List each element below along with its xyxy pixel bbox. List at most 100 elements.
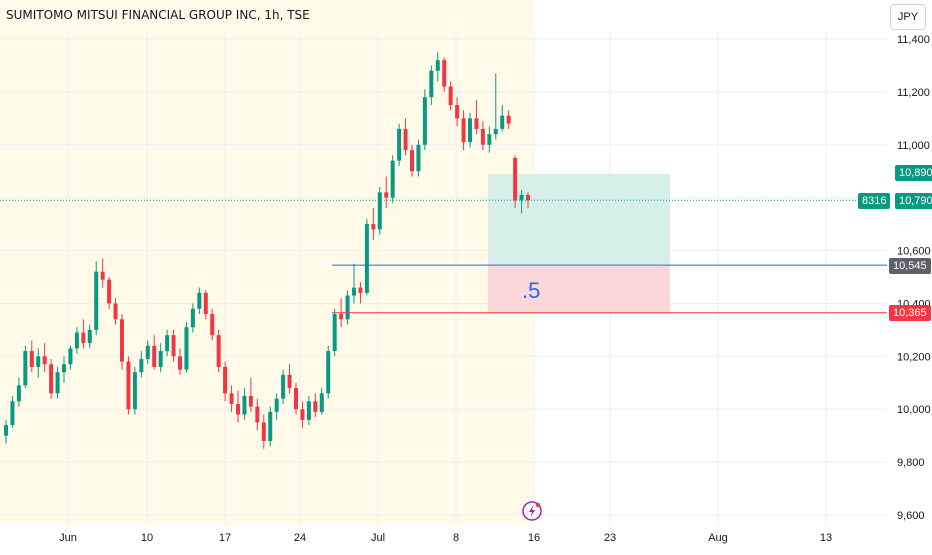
candle-body — [23, 351, 28, 386]
candle-body — [474, 118, 479, 129]
candle-body — [120, 319, 124, 362]
session-shade — [0, 0, 533, 525]
candle-body — [94, 271, 99, 330]
candle-body — [461, 118, 466, 143]
candle-body — [500, 115, 505, 129]
candle-body — [397, 128, 402, 161]
candle-body — [448, 86, 453, 106]
candle-body — [216, 335, 221, 367]
candle-body — [364, 224, 369, 293]
candle-body — [126, 361, 131, 410]
candle-body — [42, 356, 47, 365]
candle-body — [403, 128, 408, 151]
candle-body — [165, 335, 170, 352]
candle-body — [435, 60, 440, 71]
candle-body — [429, 70, 434, 98]
x-tick-label: Aug — [708, 532, 728, 544]
candle-body — [190, 308, 195, 328]
y-tick-label: 10,600 — [897, 246, 931, 258]
candle-body — [281, 374, 286, 399]
stop-zone — [488, 265, 670, 313]
candle-body — [493, 128, 498, 135]
candle-body — [210, 314, 215, 336]
candle-body — [416, 144, 421, 172]
target-price-tag: 10,890 — [895, 165, 932, 181]
x-tick-label: 10 — [141, 532, 153, 544]
candle-body — [29, 351, 34, 367]
x-tick-label: Jun — [59, 532, 77, 544]
y-tick-label: 9,800 — [897, 457, 925, 469]
y-tick-label: 11,200 — [897, 87, 930, 99]
candle-body — [326, 351, 331, 394]
level-lines — [0, 199, 887, 314]
candle-body — [455, 105, 460, 119]
candle-body — [49, 364, 54, 394]
candle-body — [145, 345, 150, 359]
candles — [4, 52, 530, 449]
candle-body — [313, 401, 318, 412]
candle-body — [100, 271, 105, 280]
x-tick-label: 16 — [528, 532, 540, 544]
candle-body — [171, 335, 176, 357]
candle-body — [513, 158, 518, 201]
candle-body — [229, 393, 234, 404]
candle-body — [236, 403, 240, 415]
candle-body — [158, 351, 163, 367]
candle-body — [384, 192, 389, 198]
candle-body — [132, 372, 137, 410]
candle-body — [4, 425, 8, 436]
candle-body — [36, 356, 41, 367]
candle-body — [107, 279, 112, 304]
candle-body — [62, 364, 66, 373]
candle-body — [223, 366, 228, 394]
x-tick-label: 24 — [294, 532, 306, 544]
candle-body — [506, 115, 511, 124]
y-tick-label: 9,600 — [897, 510, 925, 522]
candle-body — [248, 396, 253, 407]
candle-body — [319, 393, 324, 412]
candle-body — [352, 287, 356, 296]
risk-reward-ratio: .5 — [522, 278, 541, 303]
x-tick-label: 8 — [453, 532, 459, 544]
candle-body — [242, 396, 247, 415]
candle-body — [480, 128, 485, 145]
symbol-code-tag: 8316 — [858, 193, 891, 209]
candle-body — [274, 398, 279, 412]
candle-body — [16, 385, 21, 402]
events-icon[interactable] — [522, 501, 542, 521]
candle-body — [268, 411, 273, 441]
candle-body — [339, 314, 344, 320]
candle-body — [113, 303, 118, 320]
candle-body — [139, 358, 144, 373]
entry-price-tag: 10,545 — [889, 258, 931, 274]
chart-title: SUMITOMO MITSUI FINANCIAL GROUP INC, 1h,… — [6, 8, 310, 22]
candle-body — [287, 374, 292, 389]
candle-body — [306, 401, 311, 420]
y-tick-label: 10,200 — [897, 351, 931, 363]
candle-body — [10, 401, 15, 426]
candle-body — [255, 406, 260, 423]
y-tick-label: 11,000 — [897, 140, 930, 152]
candle-body — [68, 348, 73, 365]
candle-body — [410, 150, 414, 172]
candle-body — [294, 388, 298, 410]
candle-body — [87, 329, 92, 344]
candle-body — [442, 60, 447, 87]
x-axis: Jun 10 17 24 Jul 8 16 23 Aug 13 — [59, 532, 832, 544]
candle-body — [358, 287, 363, 293]
x-tick-label: 13 — [820, 532, 832, 544]
target-zone — [488, 173, 670, 266]
currency-button[interactable]: JPY — [890, 4, 926, 30]
candle-body — [178, 356, 182, 370]
candle-body — [74, 332, 79, 349]
y-tick-label: 10,000 — [897, 404, 931, 416]
x-tick-label: 23 — [604, 532, 616, 544]
candle-body — [55, 372, 60, 394]
y-axis: 11,40011,20011,00010,80010,60010,40010,2… — [897, 34, 931, 522]
candle-body — [468, 118, 472, 143]
x-tick-label: Jul — [371, 532, 385, 544]
candle-body — [371, 224, 376, 230]
candle-body — [377, 192, 382, 230]
